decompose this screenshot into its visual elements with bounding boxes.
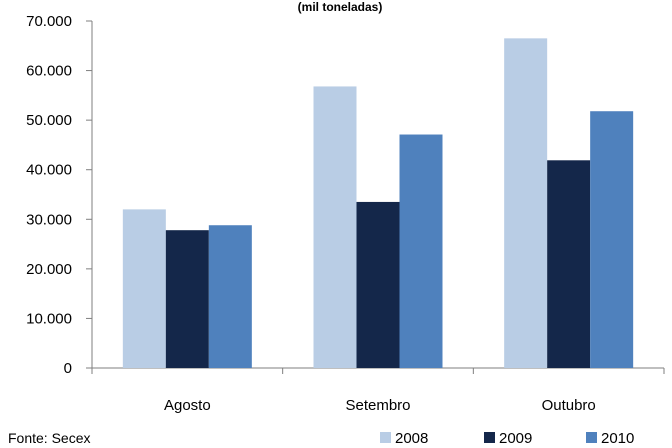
x-tick-label: Outubro <box>542 397 596 414</box>
legend-label: 2008 <box>395 430 428 447</box>
legend-swatch-2009 <box>484 432 495 443</box>
bar-2010-Outubro <box>590 111 634 368</box>
bar-2009-Agosto <box>165 230 209 368</box>
y-tick-label: 20.000 <box>26 261 72 278</box>
x-axis: Agosto Setembro Outubro <box>86 367 665 414</box>
bars <box>122 38 634 368</box>
legend-label: 2010 <box>601 430 634 447</box>
y-tick-label: 70.000 <box>26 13 72 30</box>
y-tick-label: 30.000 <box>26 211 72 228</box>
bar-2009-Outubro <box>547 160 591 368</box>
y-tick-label: 60.000 <box>26 63 72 80</box>
bar-2008-Outubro <box>504 38 548 368</box>
source-note: Fonte: Secex <box>8 430 91 446</box>
chart-title: (mil toneladas) <box>298 0 383 14</box>
x-tick-label: Agosto <box>164 397 211 414</box>
y-tick-label: 40.000 <box>26 162 72 179</box>
y-tick-label: 0 <box>64 360 72 377</box>
legend-swatch-2010 <box>586 432 597 443</box>
bar-2008-Agosto <box>122 209 166 368</box>
bar-2010-Agosto <box>208 225 252 368</box>
y-axis: 0 10.000 20.000 30.000 40.000 50.000 60.000 70.… <box>26 13 93 377</box>
y-tick-label: 10.000 <box>26 310 72 327</box>
legend-swatch-2008 <box>380 432 391 443</box>
bar-2010-Setembro <box>399 134 443 368</box>
bar-2008-Setembro <box>313 86 357 368</box>
y-tick-label: 50.000 <box>26 112 72 129</box>
x-tick-label: Setembro <box>345 397 410 414</box>
legend-label: 2009 <box>499 430 532 447</box>
bar-2009-Setembro <box>356 201 400 368</box>
legend: 2008 2009 2010 <box>380 430 634 447</box>
